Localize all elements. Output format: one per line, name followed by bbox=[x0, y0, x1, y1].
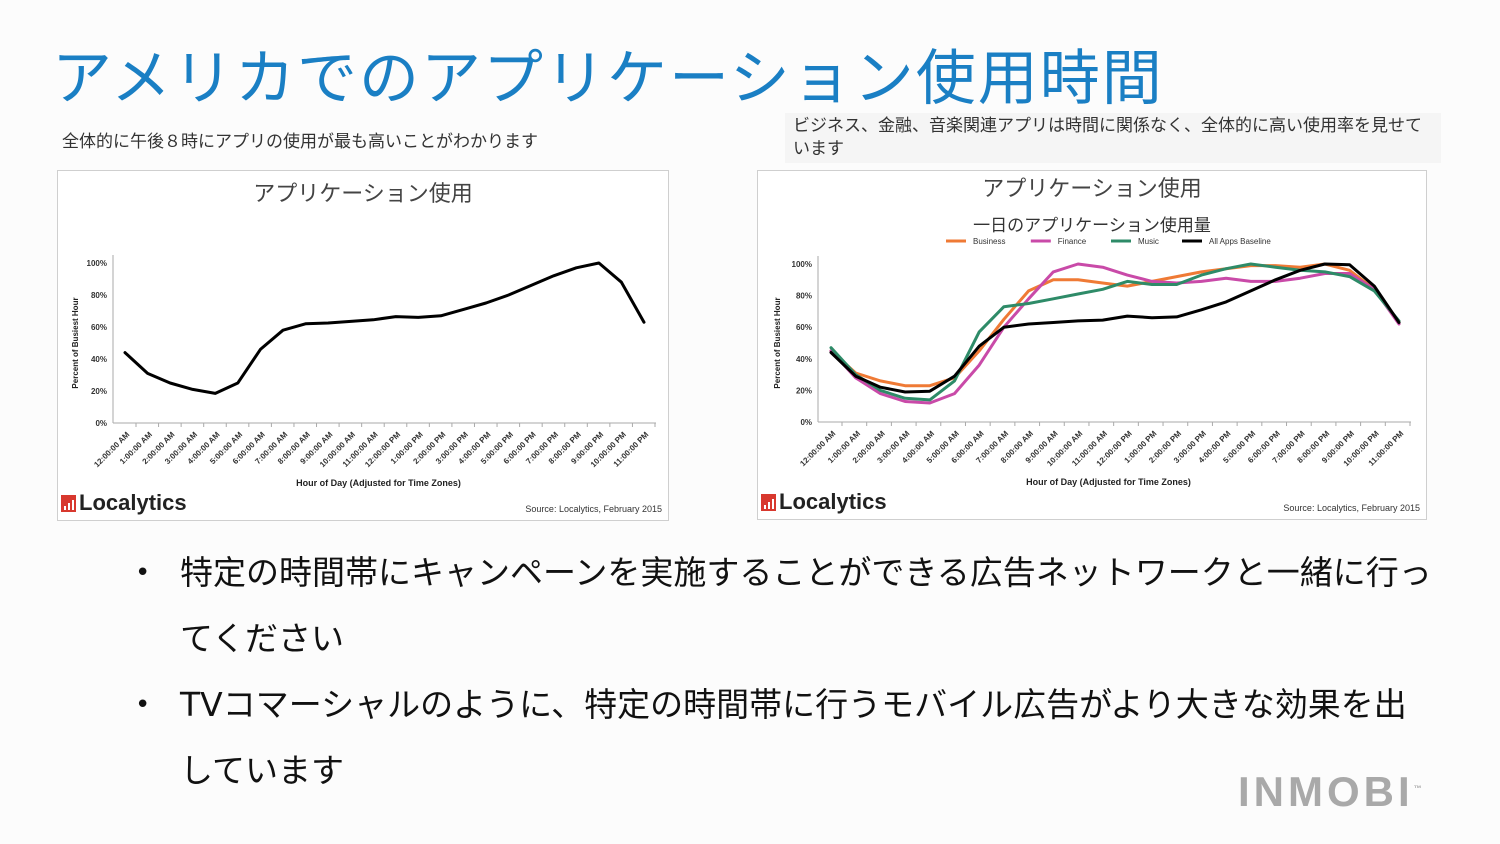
x-axis-label: Hour of Day (Adjusted for Time Zones) bbox=[296, 478, 461, 488]
logo-bar bbox=[64, 506, 66, 510]
chart-source: Source: Localytics, February 2015 bbox=[1283, 503, 1420, 513]
logo-bar bbox=[72, 500, 74, 510]
legend-label: Music bbox=[1138, 237, 1159, 246]
x-axis-label: Hour of Day (Adjusted for Time Zones) bbox=[1026, 477, 1191, 487]
slide-title: アメリカでのアプリケーション使用時間 bbox=[52, 44, 1164, 114]
y-tick-label: 20% bbox=[91, 387, 107, 396]
y-tick-label: 80% bbox=[796, 292, 812, 301]
logo-tm: ™ bbox=[1413, 784, 1422, 793]
y-tick-label: 100% bbox=[87, 259, 107, 268]
y-tick-label: 100% bbox=[792, 260, 812, 269]
bullet-icon: • bbox=[135, 558, 151, 588]
baseline-usage-chart: アプリケーション使用 0% 20% 40% 60% 80% 100% 12:00:00 AM 1… bbox=[57, 170, 669, 521]
series-line-finance bbox=[829, 262, 1401, 405]
y-tick-label: 40% bbox=[91, 355, 107, 364]
chart-subtitle: 一日のアプリケーション使用量 bbox=[973, 215, 1211, 236]
series-line-music bbox=[829, 262, 1401, 402]
y-tick-label: 20% bbox=[796, 386, 812, 395]
y-tick-label: 60% bbox=[91, 323, 107, 332]
chart-title: アプリケーション使用 bbox=[253, 182, 473, 207]
localytics-brand: Localytics bbox=[79, 490, 187, 515]
right-chart-caption: ビジネス、金融、音楽関連アプリは時間に関係なく、全体的に高い使用率を見せています bbox=[785, 113, 1441, 163]
bullet-item: • 特定の時間帯にキャンペーンを実施することができる広告ネットワークと一緒に行って… bbox=[135, 540, 1435, 672]
left-chart-caption: 全体的に午後８時にアプリの使用が最も高いことがわかります bbox=[62, 132, 538, 152]
chart-title: アプリケーション使用 bbox=[982, 177, 1202, 202]
y-axis-label: Percent of Busiest Hour bbox=[773, 297, 782, 388]
logo-bar bbox=[764, 505, 766, 509]
bullet-list: • 特定の時間帯にキャンペーンを実施することができる広告ネットワークと一緒に行って… bbox=[135, 540, 1435, 804]
y-tick-label: 0% bbox=[95, 419, 107, 428]
series-line-all-apps-baseline bbox=[829, 262, 1401, 394]
localytics-brand: Localytics bbox=[779, 489, 887, 514]
series-line-business bbox=[829, 262, 1401, 388]
inmobi-logo: INMOBI™ bbox=[1238, 768, 1422, 816]
y-tick-label: 0% bbox=[800, 418, 812, 427]
logo-bar bbox=[68, 503, 70, 510]
logo-bar bbox=[768, 502, 770, 509]
logo-bar bbox=[772, 499, 774, 509]
bullet-text: 特定の時間帯にキャンペーンを実施することができる広告ネットワークと一緒に行ってく… bbox=[180, 553, 1432, 658]
bullet-item: • TVコマーシャルのように、特定の時間帯に行うモバイル広告がより大きな効果を出し… bbox=[135, 672, 1435, 804]
legend-label: Finance bbox=[1058, 237, 1087, 246]
legend-label: All Apps Baseline bbox=[1209, 237, 1271, 246]
bullet-icon: • bbox=[135, 690, 151, 720]
logo-text: INMOBI bbox=[1238, 768, 1414, 815]
y-tick-label: 40% bbox=[796, 355, 812, 364]
series-line-all-apps-baseline bbox=[123, 261, 646, 395]
y-axis-label: Percent of Busiest Hour bbox=[71, 297, 80, 388]
bullet-text: TVコマーシャルのように、特定の時間帯に行うモバイル広告がより大きな効果を出して… bbox=[180, 685, 1407, 790]
y-tick-label: 80% bbox=[91, 291, 107, 300]
chart-source: Source: Localytics, February 2015 bbox=[525, 504, 662, 514]
legend-label: Business bbox=[973, 237, 1005, 246]
category-usage-chart: アプリケーション使用一日のアプリケーション使用量 Business Finance M… bbox=[757, 170, 1427, 520]
y-tick-label: 60% bbox=[796, 323, 812, 332]
